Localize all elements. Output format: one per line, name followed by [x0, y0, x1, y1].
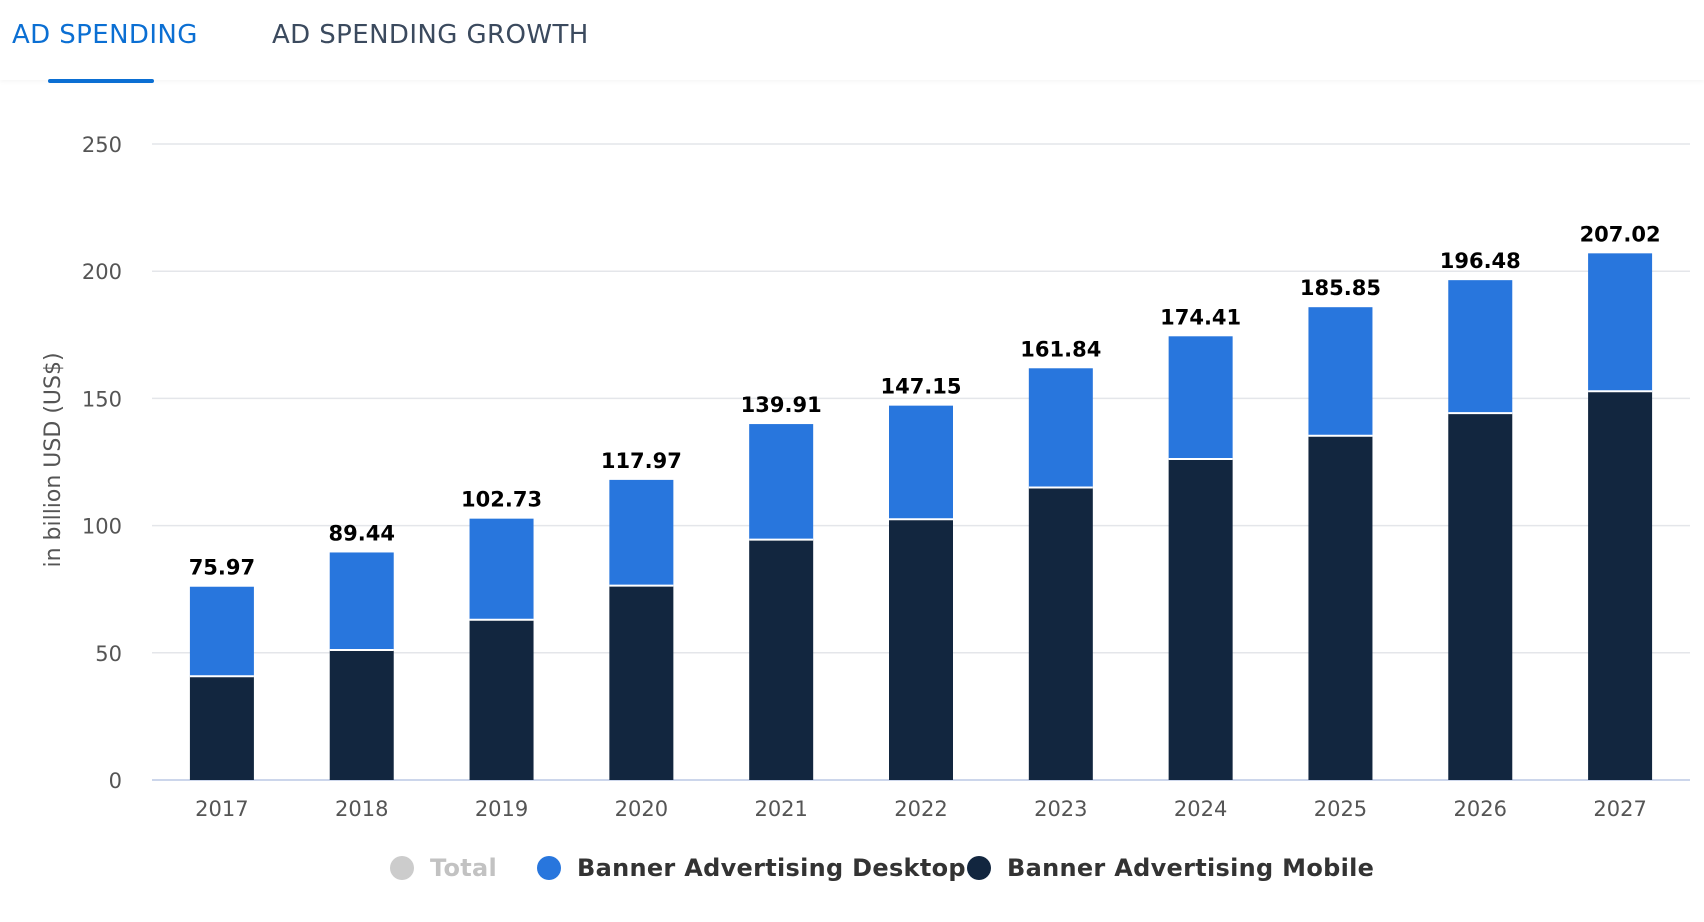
y-tick-label: 50	[95, 642, 122, 666]
bar-segment-banner-desktop	[609, 479, 674, 586]
bar-segment-banner-mobile	[749, 539, 814, 780]
stacked-bar-chart: 0 50 100 150 200 250 in billion USD (US$) 75.97…	[41, 133, 1690, 821]
legend-label-banner-desktop: Banner Advertising Desktop	[577, 854, 966, 882]
data-label-total: 174.41	[1160, 305, 1241, 329]
x-tick-label: 2023	[1034, 797, 1087, 821]
bar-segment-banner-mobile	[189, 676, 254, 780]
y-tick-label: 100	[82, 515, 122, 539]
legend-swatch-banner-mobile	[967, 856, 991, 880]
bar-segment-banner-desktop	[1168, 336, 1233, 459]
bar-segment-banner-mobile	[1448, 413, 1513, 780]
bar-segment-banner-mobile	[469, 619, 534, 780]
data-label-total: 75.97	[189, 556, 255, 580]
legend-label-total: Total	[430, 854, 498, 882]
data-label-total: 117.97	[601, 449, 682, 473]
bar-segment-banner-desktop	[329, 552, 394, 651]
data-label-total: 207.02	[1580, 222, 1661, 246]
bar-segment-banner-mobile	[1308, 435, 1373, 780]
y-tick-label: 150	[82, 387, 122, 411]
bar-segment-banner-mobile	[1588, 391, 1653, 780]
x-tick-label: 2017	[195, 797, 248, 821]
bar-segment-banner-mobile	[329, 650, 394, 780]
x-tick-label: 2018	[335, 797, 388, 821]
data-label-total: 161.84	[1020, 337, 1101, 361]
data-label-total: 185.85	[1300, 276, 1381, 300]
legend-item-total[interactable]: Total	[390, 848, 497, 888]
tab-ad-spending-growth[interactable]: AD SPENDING GROWTH	[272, 20, 589, 50]
data-label-total: 196.48	[1440, 249, 1521, 273]
y-tick-label: 250	[82, 133, 122, 157]
x-tick-label: 2027	[1593, 797, 1646, 821]
x-tick-label: 2020	[615, 797, 668, 821]
bar-segment-banner-desktop	[1308, 307, 1373, 436]
bar-segment-banner-desktop	[749, 424, 814, 540]
y-axis-label: in billion USD (US$)	[41, 352, 66, 567]
x-tick-label: 2019	[475, 797, 528, 821]
x-tick-label: 2025	[1314, 797, 1367, 821]
x-tick-label: 2026	[1454, 797, 1507, 821]
data-label-total: 89.44	[329, 521, 395, 545]
bar-segment-banner-desktop	[469, 518, 534, 620]
bar-segment-banner-desktop	[189, 586, 254, 677]
active-tab-indicator	[48, 79, 154, 83]
bar-segment-banner-mobile	[609, 585, 674, 780]
legend-swatch-total	[390, 856, 414, 880]
legend-item-banner-desktop[interactable]: Banner Advertising Desktop	[537, 848, 966, 888]
bar-segment-banner-desktop	[1028, 368, 1093, 488]
bar-segment-banner-mobile	[889, 519, 953, 780]
x-tick-label: 2024	[1174, 797, 1227, 821]
chart-legend: Total Banner Advertising Desktop Banner …	[0, 848, 1704, 888]
legend-item-banner-mobile[interactable]: Banner Advertising Mobile	[967, 848, 1374, 888]
y-tick-label: 0	[109, 769, 122, 793]
data-label-total: 139.91	[741, 393, 822, 417]
bar-segment-banner-mobile	[1028, 487, 1093, 780]
data-label-total: 147.15	[880, 375, 961, 399]
x-tick-label: 2022	[894, 797, 947, 821]
bar-segment-banner-desktop	[1448, 280, 1513, 414]
tab-ad-spending[interactable]: AD SPENDING	[12, 20, 198, 50]
bar-segment-banner-desktop	[1588, 253, 1653, 392]
x-tick-label: 2021	[754, 797, 807, 821]
legend-swatch-banner-desktop	[537, 856, 561, 880]
data-label-total: 102.73	[461, 488, 542, 512]
legend-label-banner-mobile: Banner Advertising Mobile	[1007, 854, 1375, 882]
y-tick-label: 200	[82, 260, 122, 284]
bar-segment-banner-desktop	[889, 405, 953, 520]
bar-segment-banner-mobile	[1168, 458, 1233, 780]
tab-bar: AD SPENDING AD SPENDING GROWTH	[0, 0, 1704, 83]
